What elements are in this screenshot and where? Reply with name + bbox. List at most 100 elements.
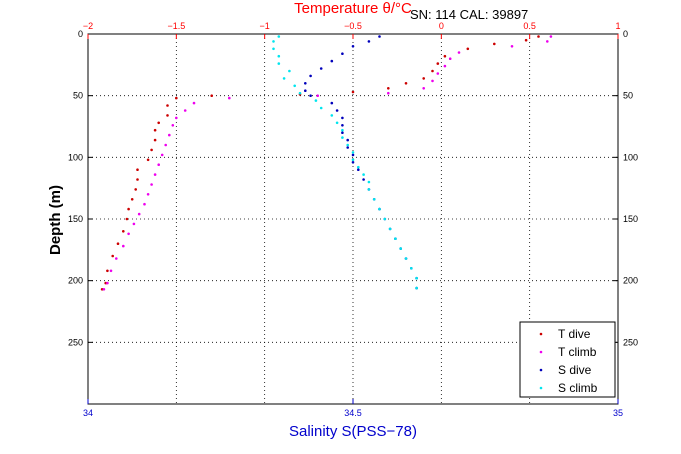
data-point-s-dive-11 <box>335 109 339 112</box>
tick-label-depth-right-100: 100 <box>623 152 638 162</box>
tick-label-temp-4: 0 <box>439 21 444 31</box>
data-point-t-climb-31 <box>102 288 106 291</box>
data-point-t-dive-5 <box>436 62 440 65</box>
data-point-s-climb-13 <box>341 128 344 132</box>
data-point-s-climb-6 <box>282 77 286 80</box>
data-point-s-climb-0 <box>277 35 281 38</box>
series-t-climb <box>102 35 553 291</box>
data-point-t-climb-16 <box>168 133 171 137</box>
data-point-s-dive-2 <box>351 45 355 48</box>
data-point-t-climb-20 <box>153 173 157 176</box>
data-point-s-climb-18 <box>357 165 360 169</box>
data-point-s-climb-2 <box>272 47 275 51</box>
data-point-t-climb-19 <box>157 163 160 166</box>
data-point-s-climb-19 <box>362 173 365 176</box>
data-point-t-climb-2 <box>510 45 514 48</box>
data-point-s-dive-3 <box>341 52 344 55</box>
data-point-t-climb-10 <box>316 94 320 97</box>
data-point-t-climb-9 <box>387 91 390 95</box>
tick-label-temp-1: −1.5 <box>167 21 185 31</box>
data-point-t-dive-17 <box>153 128 157 132</box>
data-point-t-dive-21 <box>136 168 139 171</box>
data-point-t-climb-3 <box>457 51 461 54</box>
data-point-s-climb-27 <box>399 247 403 250</box>
tick-label-depth-left-150: 150 <box>68 214 83 224</box>
data-point-t-dive-19 <box>150 148 153 152</box>
data-point-s-dive-19 <box>357 168 360 171</box>
data-point-t-dive-4 <box>443 54 447 58</box>
data-point-t-climb-29 <box>109 269 113 273</box>
tick-label-sal-34.5: 34.5 <box>344 408 362 418</box>
data-point-t-dive-25 <box>127 207 130 211</box>
data-point-s-climb-8 <box>298 91 302 95</box>
grid-lines <box>88 34 618 404</box>
data-point-s-climb-21 <box>367 188 371 191</box>
data-point-t-climb-18 <box>160 153 164 157</box>
data-point-t-dive-14 <box>166 104 169 107</box>
data-point-s-climb-12 <box>335 121 339 125</box>
data-point-t-dive-28 <box>116 242 120 245</box>
legend-label-s-dive: S dive <box>558 363 592 377</box>
data-point-t-dive-18 <box>153 138 157 142</box>
data-point-t-climb-26 <box>127 232 130 236</box>
data-point-s-dive-20 <box>362 178 365 181</box>
tick-label-depth-right-0: 0 <box>623 29 628 39</box>
data-point-t-dive-12 <box>210 94 213 97</box>
tick-label-temp-5: 0.5 <box>523 21 536 31</box>
data-point-s-climb-4 <box>277 62 281 65</box>
data-point-t-climb-21 <box>150 183 153 186</box>
data-point-t-dive-23 <box>134 188 137 191</box>
tick-label-depth-left-100: 100 <box>68 152 83 162</box>
y-axis-label: Depth (m) <box>47 185 64 255</box>
data-point-s-climb-31 <box>415 286 418 290</box>
tick-label-depth-right-150: 150 <box>623 214 638 224</box>
data-point-t-climb-0 <box>549 35 553 38</box>
legend-marker-s-dive <box>539 368 543 372</box>
data-point-s-dive-12 <box>341 116 344 120</box>
data-point-s-climb-16 <box>351 151 355 154</box>
series-s-climb <box>272 35 418 290</box>
data-point-t-dive-1 <box>524 38 528 42</box>
tick-label-temp-2: −1 <box>260 21 270 31</box>
legend-marker-t-climb <box>539 350 543 354</box>
data-point-s-climb-20 <box>367 180 371 184</box>
data-point-t-climb-17 <box>164 143 167 147</box>
data-point-s-climb-3 <box>277 54 281 58</box>
data-point-t-dive-6 <box>431 69 434 73</box>
data-point-s-climb-26 <box>394 237 397 240</box>
data-point-s-climb-24 <box>383 217 387 221</box>
data-point-s-climb-30 <box>415 276 418 280</box>
data-point-s-dive-4 <box>330 59 334 63</box>
data-point-s-climb-10 <box>319 106 323 110</box>
data-point-t-climb-23 <box>143 202 146 206</box>
tick-label-sal-34: 34 <box>83 408 93 418</box>
legend-label-t-dive: T dive <box>558 327 591 341</box>
data-point-t-dive-15 <box>166 114 169 117</box>
data-point-t-climb-30 <box>106 281 109 285</box>
legend-marker-t-dive <box>539 332 543 336</box>
data-point-s-climb-1 <box>272 40 275 43</box>
data-point-s-climb-14 <box>341 136 344 139</box>
data-point-t-climb-27 <box>122 244 125 248</box>
data-point-s-dive-16 <box>346 146 350 149</box>
series-t-dive <box>100 35 540 291</box>
data-point-s-dive-1 <box>367 40 371 43</box>
data-point-s-climb-11 <box>330 114 334 117</box>
data-point-s-dive-18 <box>351 161 355 164</box>
axis-ticks: 0 0 50 50 100 100 150 150 200 200 250 250 −2 −1.5 −1 −0… <box>68 21 638 418</box>
data-point-t-climb-24 <box>137 212 141 216</box>
legend-marker-s-climb <box>539 386 543 390</box>
data-point-t-climb-5 <box>443 64 447 68</box>
tick-label-temp-6: 1 <box>615 21 620 31</box>
data-point-s-climb-25 <box>388 227 392 231</box>
data-point-s-climb-5 <box>288 69 291 73</box>
legend-label-t-climb: T climb <box>558 345 597 359</box>
data-point-t-dive-30 <box>106 269 109 273</box>
data-point-t-dive-24 <box>130 198 134 201</box>
data-point-t-dive-13 <box>175 96 178 100</box>
data-point-t-climb-13 <box>183 109 187 112</box>
tick-label-depth-right-200: 200 <box>623 276 638 286</box>
data-point-s-dive-10 <box>330 101 334 105</box>
data-point-t-climb-14 <box>175 116 178 120</box>
data-point-t-dive-20 <box>146 158 150 162</box>
